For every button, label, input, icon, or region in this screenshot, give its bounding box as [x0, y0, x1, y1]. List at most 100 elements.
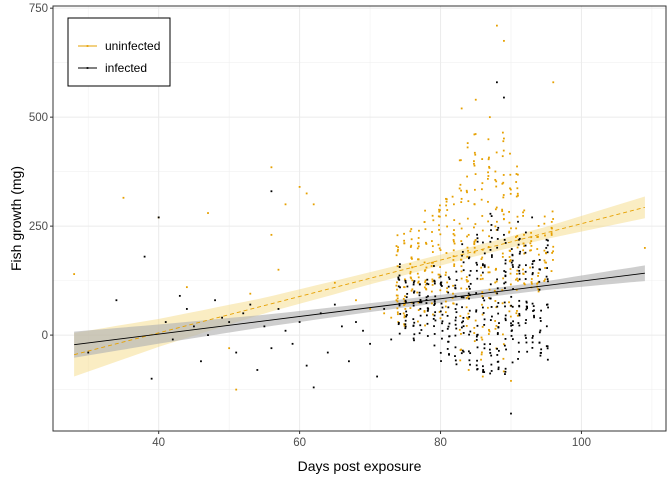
point-uninfected	[495, 280, 498, 283]
point-infected	[504, 370, 507, 373]
point-infected	[454, 355, 456, 357]
point-infected	[496, 228, 499, 231]
point-uninfected	[431, 302, 433, 305]
point-uninfected	[409, 230, 412, 233]
point-infected	[446, 327, 449, 330]
point-uninfected	[466, 146, 469, 149]
point-uninfected	[502, 370, 505, 373]
point-uninfected	[417, 280, 420, 283]
point-uninfected	[207, 212, 209, 214]
point-infected	[482, 297, 485, 299]
point-uninfected	[453, 265, 456, 267]
point-infected	[398, 263, 401, 266]
point-uninfected	[508, 249, 511, 252]
point-uninfected	[494, 178, 497, 181]
point-infected	[433, 314, 436, 317]
point-infected	[476, 263, 478, 266]
point-infected	[446, 314, 449, 317]
panel-border	[52, 5, 667, 432]
point-infected	[426, 278, 429, 281]
point-infected	[482, 365, 484, 368]
point-infected	[483, 323, 486, 326]
point-infected	[447, 276, 450, 279]
point-infected	[200, 360, 202, 363]
point-uninfected	[495, 151, 498, 154]
point-uninfected	[544, 234, 546, 237]
point-infected	[454, 308, 457, 310]
point-uninfected	[446, 225, 448, 228]
point-uninfected	[312, 203, 315, 206]
point-infected	[503, 238, 506, 241]
point-infected	[512, 288, 514, 290]
point-uninfected	[488, 271, 491, 274]
point-uninfected	[487, 271, 490, 274]
point-uninfected	[522, 272, 525, 275]
point-infected	[427, 295, 429, 298]
point-infected	[524, 322, 527, 325]
point-infected	[510, 324, 513, 327]
point-uninfected	[502, 194, 505, 196]
point-infected	[447, 285, 450, 288]
point-uninfected	[486, 177, 489, 180]
point-uninfected	[369, 308, 371, 310]
point-infected	[524, 278, 527, 280]
point-infected	[447, 291, 450, 294]
x-axis: 40 60 80 100	[152, 431, 591, 449]
point-infected	[214, 299, 216, 302]
point-uninfected	[439, 266, 441, 268]
point-uninfected	[445, 252, 448, 254]
point-uninfected	[403, 323, 405, 326]
point-uninfected	[417, 301, 420, 304]
point-uninfected	[431, 251, 434, 253]
point-uninfected	[416, 291, 419, 294]
point-infected	[433, 265, 435, 267]
point-infected	[404, 299, 407, 302]
point-infected	[397, 278, 400, 280]
point-uninfected	[481, 277, 484, 280]
point-infected	[531, 216, 534, 219]
point-uninfected	[537, 225, 540, 227]
point-infected	[413, 333, 416, 336]
point-uninfected	[522, 215, 524, 217]
point-uninfected	[508, 211, 510, 213]
point-infected	[490, 306, 493, 308]
point-infected	[432, 317, 435, 320]
point-uninfected	[545, 252, 548, 255]
point-uninfected	[543, 259, 546, 262]
point-infected	[533, 259, 536, 262]
point-infected	[526, 305, 528, 308]
point-infected	[539, 352, 542, 354]
point-uninfected	[403, 242, 406, 245]
y-tick-label: 500	[29, 112, 48, 124]
y-tick-label: 750	[29, 3, 48, 15]
point-infected	[525, 319, 527, 321]
point-infected	[510, 322, 512, 325]
point-uninfected	[502, 196, 505, 199]
point-uninfected	[488, 116, 491, 119]
point-infected	[455, 303, 458, 306]
point-uninfected	[417, 281, 420, 284]
point-uninfected	[501, 252, 504, 255]
point-uninfected	[396, 281, 398, 284]
point-uninfected	[383, 312, 386, 315]
point-uninfected	[122, 196, 125, 199]
point-infected	[483, 264, 486, 267]
point-infected	[546, 358, 549, 361]
point-infected	[425, 302, 428, 304]
point-uninfected	[515, 278, 517, 281]
point-uninfected	[452, 249, 455, 252]
point-infected	[489, 319, 492, 321]
point-uninfected	[431, 214, 434, 217]
point-uninfected	[452, 284, 455, 287]
point-uninfected	[417, 309, 420, 311]
confidence-bands	[74, 196, 645, 377]
point-infected	[454, 295, 457, 298]
point-infected	[540, 348, 543, 351]
point-uninfected	[501, 289, 504, 291]
point-infected	[412, 318, 415, 321]
point-infected	[419, 298, 422, 301]
point-uninfected	[466, 142, 469, 145]
x-tick-label: 60	[293, 437, 306, 449]
point-uninfected	[481, 313, 484, 316]
point-infected	[468, 297, 470, 300]
